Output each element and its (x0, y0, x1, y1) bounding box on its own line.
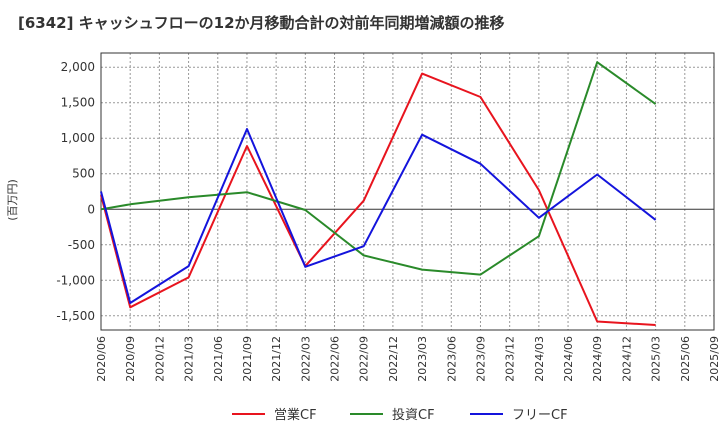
x-tick-label: 2021/03 (183, 336, 196, 382)
x-tick-label: 2022/06 (329, 336, 342, 382)
y-axis-label: (百万円) (6, 179, 19, 221)
x-tick-label: 2020/06 (95, 336, 108, 382)
x-axis-ticks: 2020/06 2020/09 2020/12 2021/03 2021/06 2021/… (95, 336, 720, 382)
chart-title: [6342] キャッシュフローの12か月移動合計の対前年同期増減額の推移 (18, 14, 505, 32)
x-tick-label: 2024/03 (533, 336, 546, 382)
x-tick-label: 2021/06 (212, 336, 225, 382)
series-line (100, 61, 657, 276)
series-line (100, 72, 656, 326)
x-tick-label: 2020/12 (153, 336, 166, 382)
x-tick-label: 2025/09 (708, 336, 720, 382)
y-tick-label: 0 (87, 202, 95, 216)
grid (100, 53, 715, 330)
x-tick-label: 2023/03 (416, 336, 429, 382)
series-lines (100, 61, 657, 326)
x-tick-label: 2024/09 (591, 336, 604, 382)
x-tick-label: 2021/12 (270, 336, 283, 382)
y-tick-label: 500 (72, 167, 95, 181)
x-tick-label: 2025/06 (679, 336, 692, 382)
y-tick-label: -1,500 (56, 309, 95, 323)
y-axis-ticks: -1,500 -1,000 -500 0 500 1,000 1,500 2,000 (56, 60, 95, 323)
plot-frame (100, 52, 715, 331)
x-tick-label: 2022/09 (358, 336, 371, 382)
y-tick-label: 2,000 (61, 60, 95, 74)
y-tick-label: 1,000 (61, 131, 95, 145)
x-tick-label: 2024/12 (620, 336, 633, 382)
x-tick-label: 2023/12 (504, 336, 517, 382)
legend: 営業CF 投資CF フリーCF (232, 407, 568, 423)
x-tick-label: 2025/03 (650, 336, 663, 382)
legend-label: フリーCF (512, 408, 568, 423)
x-tick-label: 2022/12 (387, 336, 400, 382)
x-tick-label: 2020/09 (124, 336, 137, 382)
y-tick-label: -500 (68, 238, 95, 252)
y-tick-label: -1,000 (56, 273, 95, 287)
x-tick-label: 2023/09 (474, 336, 487, 382)
series-line (100, 128, 657, 304)
x-tick-label: 2024/06 (562, 336, 575, 382)
x-tick-label: 2022/03 (299, 336, 312, 382)
x-tick-label: 2021/09 (241, 336, 254, 382)
x-tick-label: 2023/06 (445, 336, 458, 382)
legend-label: 営業CF (274, 407, 317, 423)
y-tick-label: 1,500 (61, 96, 95, 110)
legend-label: 投資CF (392, 407, 435, 423)
